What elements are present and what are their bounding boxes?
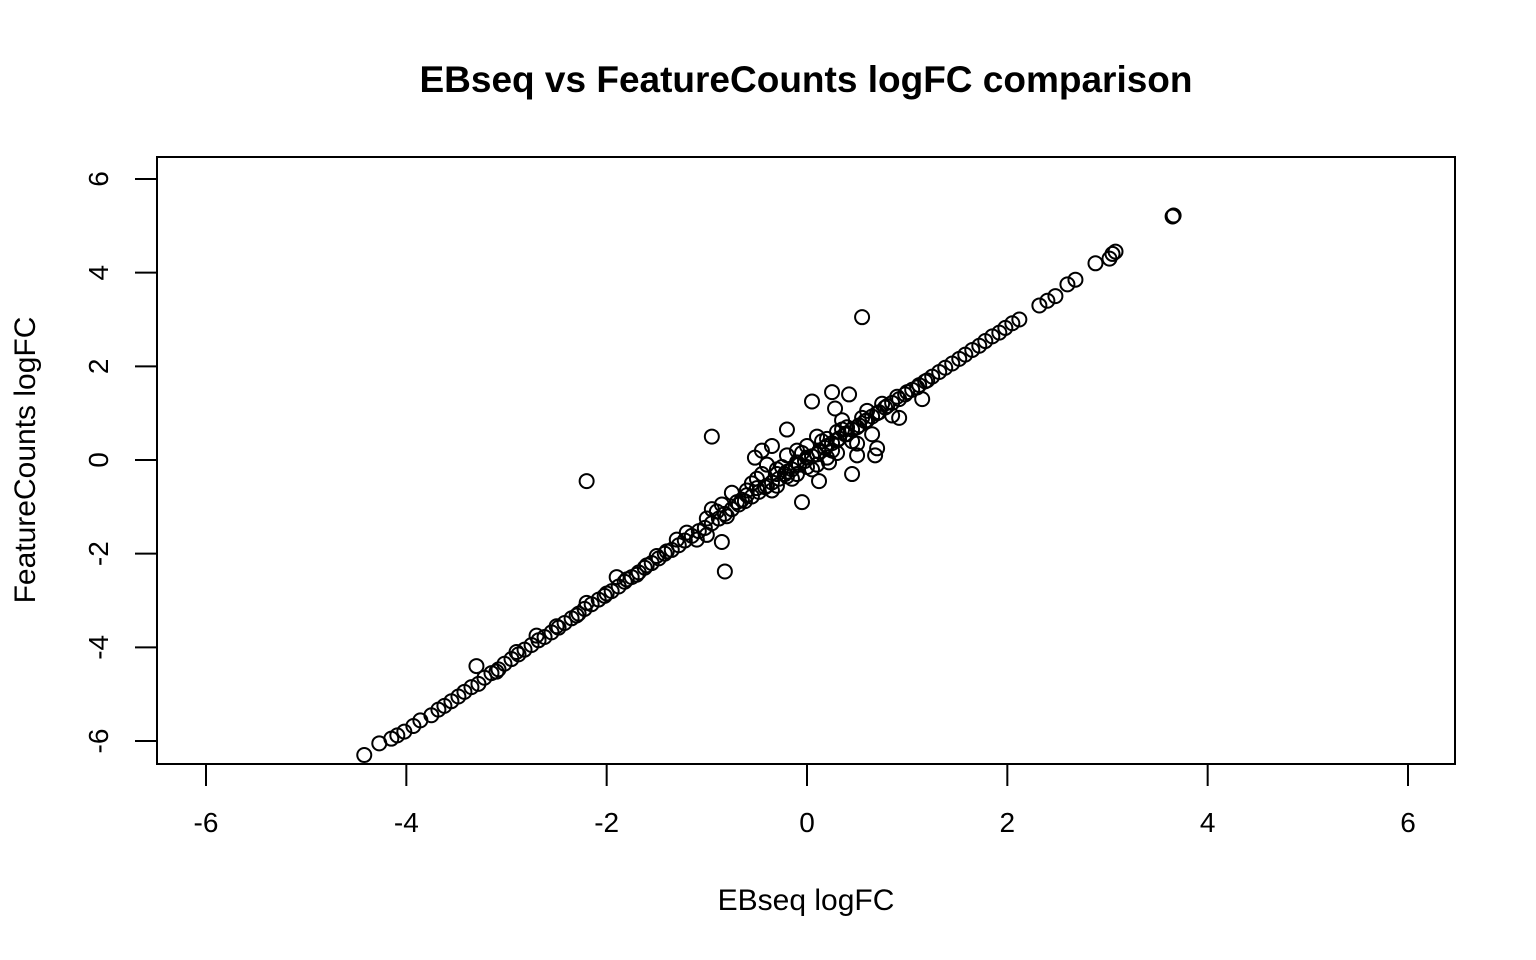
data-point [598,585,615,602]
y-tick-label: -4 [83,635,114,660]
data-point [788,442,805,459]
data-point [778,421,795,438]
data-point [809,428,826,445]
x-tick-label: -2 [594,807,619,838]
data-point [778,468,795,485]
data-point [1165,207,1182,224]
data-point [618,571,635,588]
data-point [844,466,861,483]
data-point [698,526,715,543]
data-point [884,407,901,424]
data-point [628,566,645,583]
data-point [1011,311,1028,328]
data-point [578,594,595,611]
x-tick-label: -4 [394,807,419,838]
data-point [889,388,906,405]
data-point [799,459,815,476]
data-point [1107,243,1124,260]
data-point [778,447,795,464]
data-point [748,470,765,487]
x-tick-label: 2 [1000,807,1016,838]
x-tick-label: 4 [1200,807,1216,838]
data-point [849,447,866,464]
y-tick-label: -6 [83,729,114,754]
data-point [821,454,838,471]
data-point [488,663,505,680]
data-point [753,442,770,459]
x-tick-label: 0 [799,807,815,838]
data-point [608,569,625,586]
y-tick-label: 0 [83,452,114,468]
data-point [396,723,413,740]
data-point [1039,292,1056,309]
x-tick-label: -6 [194,807,219,838]
data-point [811,473,828,490]
data-point [748,480,765,497]
data-point [869,440,886,457]
data-point [713,496,730,513]
data-point [899,384,916,401]
data-point [508,644,525,661]
data-point [834,412,851,429]
data-point [891,409,908,426]
data-point [854,309,871,326]
data-point [874,395,891,412]
data-point [733,491,750,508]
y-axis: -6 -4 -2 0 2 4 6 [83,171,158,754]
data-point [799,437,815,454]
data-point [1104,245,1121,262]
y-tick-label: 2 [83,359,114,375]
data-point [738,482,755,499]
data-point [688,531,705,548]
data-point [829,444,846,461]
data-point [827,400,844,417]
x-axis: -6 -4 -2 0 2 4 6 [194,763,1416,838]
data-point [763,437,780,454]
data-point [824,384,841,401]
data-point [768,477,785,494]
data-point [804,393,821,410]
data-point [716,563,733,580]
data-point [867,447,884,464]
data-point [568,607,585,624]
data-point [1087,255,1104,272]
y-axis-label: FeatureCounts logFC [9,317,42,604]
data-point [758,456,775,473]
x-axis-label: EBseq logFC [718,884,895,917]
data-point [849,435,866,452]
y-tick-label: 4 [83,265,114,281]
data-point [698,510,715,527]
data-point [753,466,770,483]
data-points [356,207,1182,764]
x-tick-label: 6 [1400,807,1416,838]
data-point [1031,297,1048,314]
data-point [763,482,780,499]
data-point [548,618,565,635]
data-point [793,494,810,511]
data-point [859,402,876,419]
chart-title: EBseq vs FeatureCounts logFC comparison [419,59,1192,100]
data-point [864,426,881,443]
y-tick-label: -2 [83,541,114,566]
data-point [1059,276,1076,293]
data-point [658,543,675,560]
data-point [528,627,545,644]
data-point [638,557,655,574]
data-point [841,386,858,403]
data-point [919,372,936,389]
y-tick-label: 6 [83,171,114,187]
data-point [703,501,720,518]
data-point [713,533,730,550]
data-point [703,428,720,445]
data-point [1047,288,1064,305]
data-point [468,658,485,675]
data-point [648,548,665,565]
data-point [356,747,373,764]
data-point [914,391,931,408]
data-point [578,473,595,490]
data-point [1067,271,1084,288]
